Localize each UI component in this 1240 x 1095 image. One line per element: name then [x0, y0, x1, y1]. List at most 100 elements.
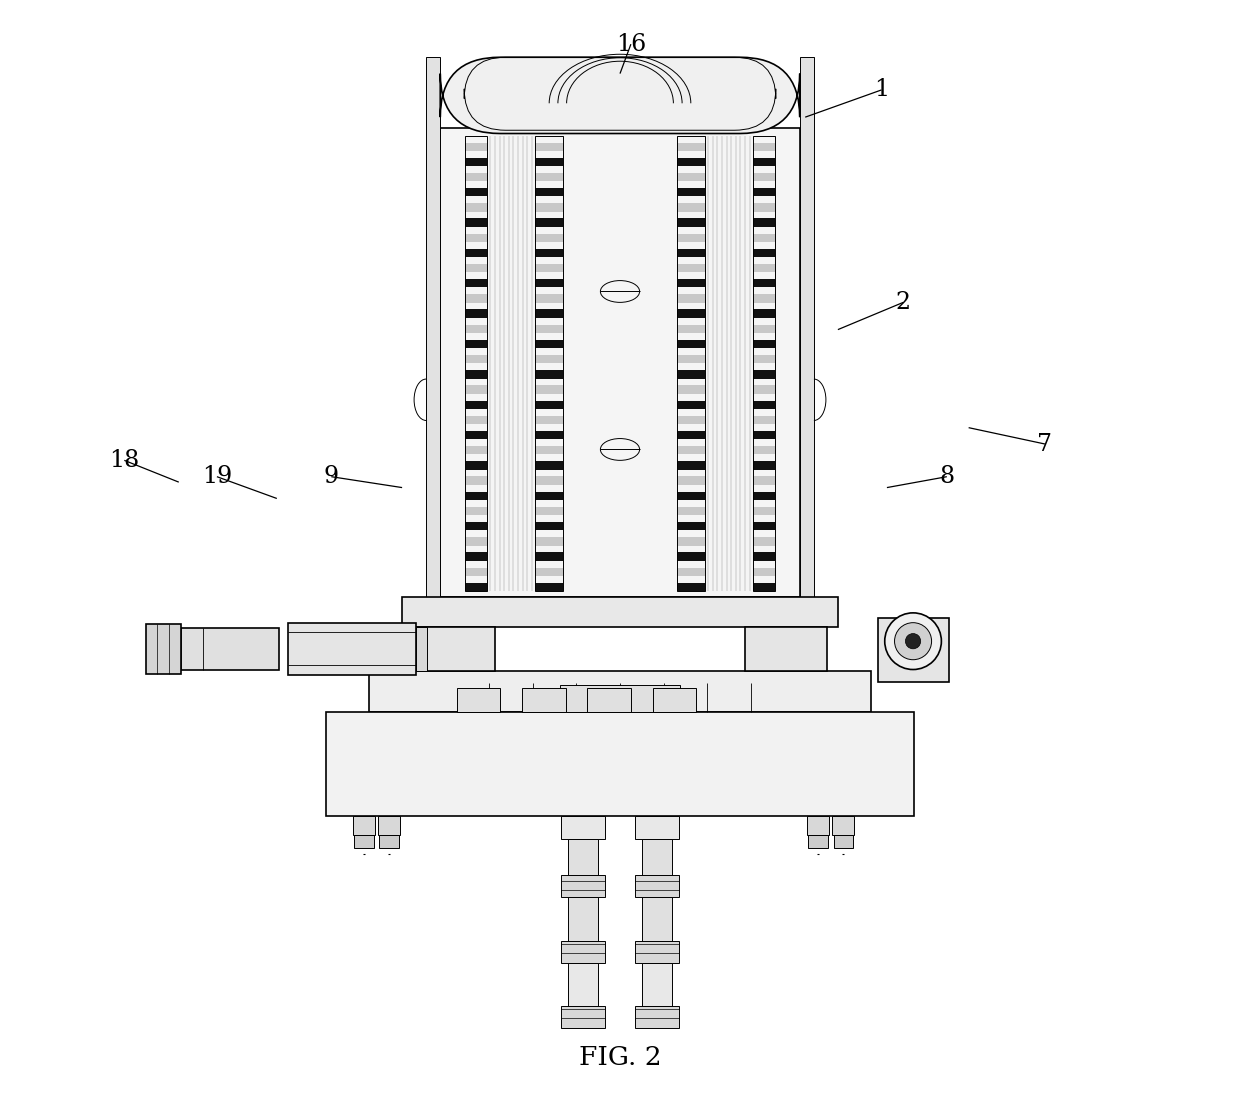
Bar: [677, 538, 706, 545]
Bar: [534, 476, 563, 485]
Bar: [534, 416, 563, 424]
Bar: [465, 567, 487, 576]
Bar: [465, 492, 487, 500]
Bar: [370, 670, 870, 712]
Bar: [677, 325, 706, 333]
Bar: [534, 401, 563, 408]
Bar: [378, 816, 401, 835]
Bar: [465, 158, 487, 166]
Bar: [465, 416, 487, 424]
Text: 9: 9: [324, 465, 339, 488]
Bar: [677, 173, 706, 182]
Bar: [642, 840, 672, 875]
Bar: [753, 158, 775, 166]
Bar: [677, 279, 706, 288]
Bar: [465, 218, 487, 227]
Bar: [753, 249, 775, 257]
Bar: [677, 416, 706, 424]
Bar: [534, 355, 563, 364]
Bar: [677, 188, 706, 196]
Bar: [753, 476, 775, 485]
Bar: [465, 204, 487, 211]
Bar: [465, 136, 487, 591]
Bar: [465, 233, 487, 242]
Bar: [534, 173, 563, 182]
Bar: [753, 492, 775, 500]
Bar: [534, 339, 563, 348]
Bar: [677, 142, 706, 151]
Bar: [379, 835, 399, 849]
Bar: [465, 431, 487, 439]
Bar: [677, 355, 706, 364]
Bar: [677, 583, 706, 591]
Bar: [753, 142, 775, 151]
Bar: [568, 897, 598, 941]
Bar: [465, 295, 487, 302]
Bar: [534, 158, 563, 166]
Bar: [562, 816, 605, 840]
Bar: [642, 897, 672, 941]
Bar: [465, 507, 487, 515]
Bar: [677, 507, 706, 515]
Bar: [677, 431, 706, 439]
Bar: [677, 339, 706, 348]
Bar: [635, 816, 678, 840]
Bar: [677, 461, 706, 470]
Bar: [677, 552, 706, 561]
Bar: [753, 136, 775, 591]
Bar: [753, 310, 775, 318]
Bar: [181, 629, 279, 669]
Bar: [677, 446, 706, 454]
Bar: [534, 249, 563, 257]
Bar: [465, 325, 487, 333]
Bar: [355, 835, 373, 849]
Bar: [465, 173, 487, 182]
Text: 19: 19: [202, 465, 232, 488]
Bar: [753, 279, 775, 288]
Bar: [753, 355, 775, 364]
Bar: [534, 264, 563, 273]
Bar: [753, 325, 775, 333]
Text: 8: 8: [939, 465, 955, 488]
Bar: [534, 583, 563, 591]
Bar: [677, 476, 706, 485]
Bar: [677, 310, 706, 318]
Bar: [146, 624, 181, 673]
Bar: [465, 552, 487, 561]
Bar: [465, 538, 487, 545]
Bar: [534, 142, 563, 151]
Bar: [568, 840, 598, 875]
Bar: [534, 218, 563, 227]
Bar: [465, 446, 487, 454]
Bar: [677, 370, 706, 379]
Bar: [677, 249, 706, 257]
Bar: [534, 310, 563, 318]
Bar: [677, 522, 706, 530]
Bar: [534, 370, 563, 379]
Bar: [534, 522, 563, 530]
Bar: [288, 623, 417, 675]
Bar: [808, 835, 828, 849]
Bar: [800, 57, 813, 597]
Text: 16: 16: [616, 33, 646, 56]
Bar: [326, 712, 914, 816]
Bar: [677, 401, 706, 408]
Bar: [677, 136, 706, 591]
Bar: [642, 963, 672, 1006]
Bar: [588, 688, 631, 712]
Text: 7: 7: [1038, 433, 1053, 456]
Bar: [562, 1006, 605, 1028]
Bar: [635, 941, 678, 963]
Bar: [562, 875, 605, 897]
Text: 18: 18: [109, 449, 139, 472]
Bar: [753, 446, 775, 454]
Bar: [534, 204, 563, 211]
Bar: [677, 295, 706, 302]
Bar: [833, 835, 853, 849]
Bar: [534, 567, 563, 576]
Bar: [465, 249, 487, 257]
Bar: [465, 461, 487, 470]
Bar: [465, 401, 487, 408]
Bar: [427, 57, 440, 597]
Bar: [753, 507, 775, 515]
